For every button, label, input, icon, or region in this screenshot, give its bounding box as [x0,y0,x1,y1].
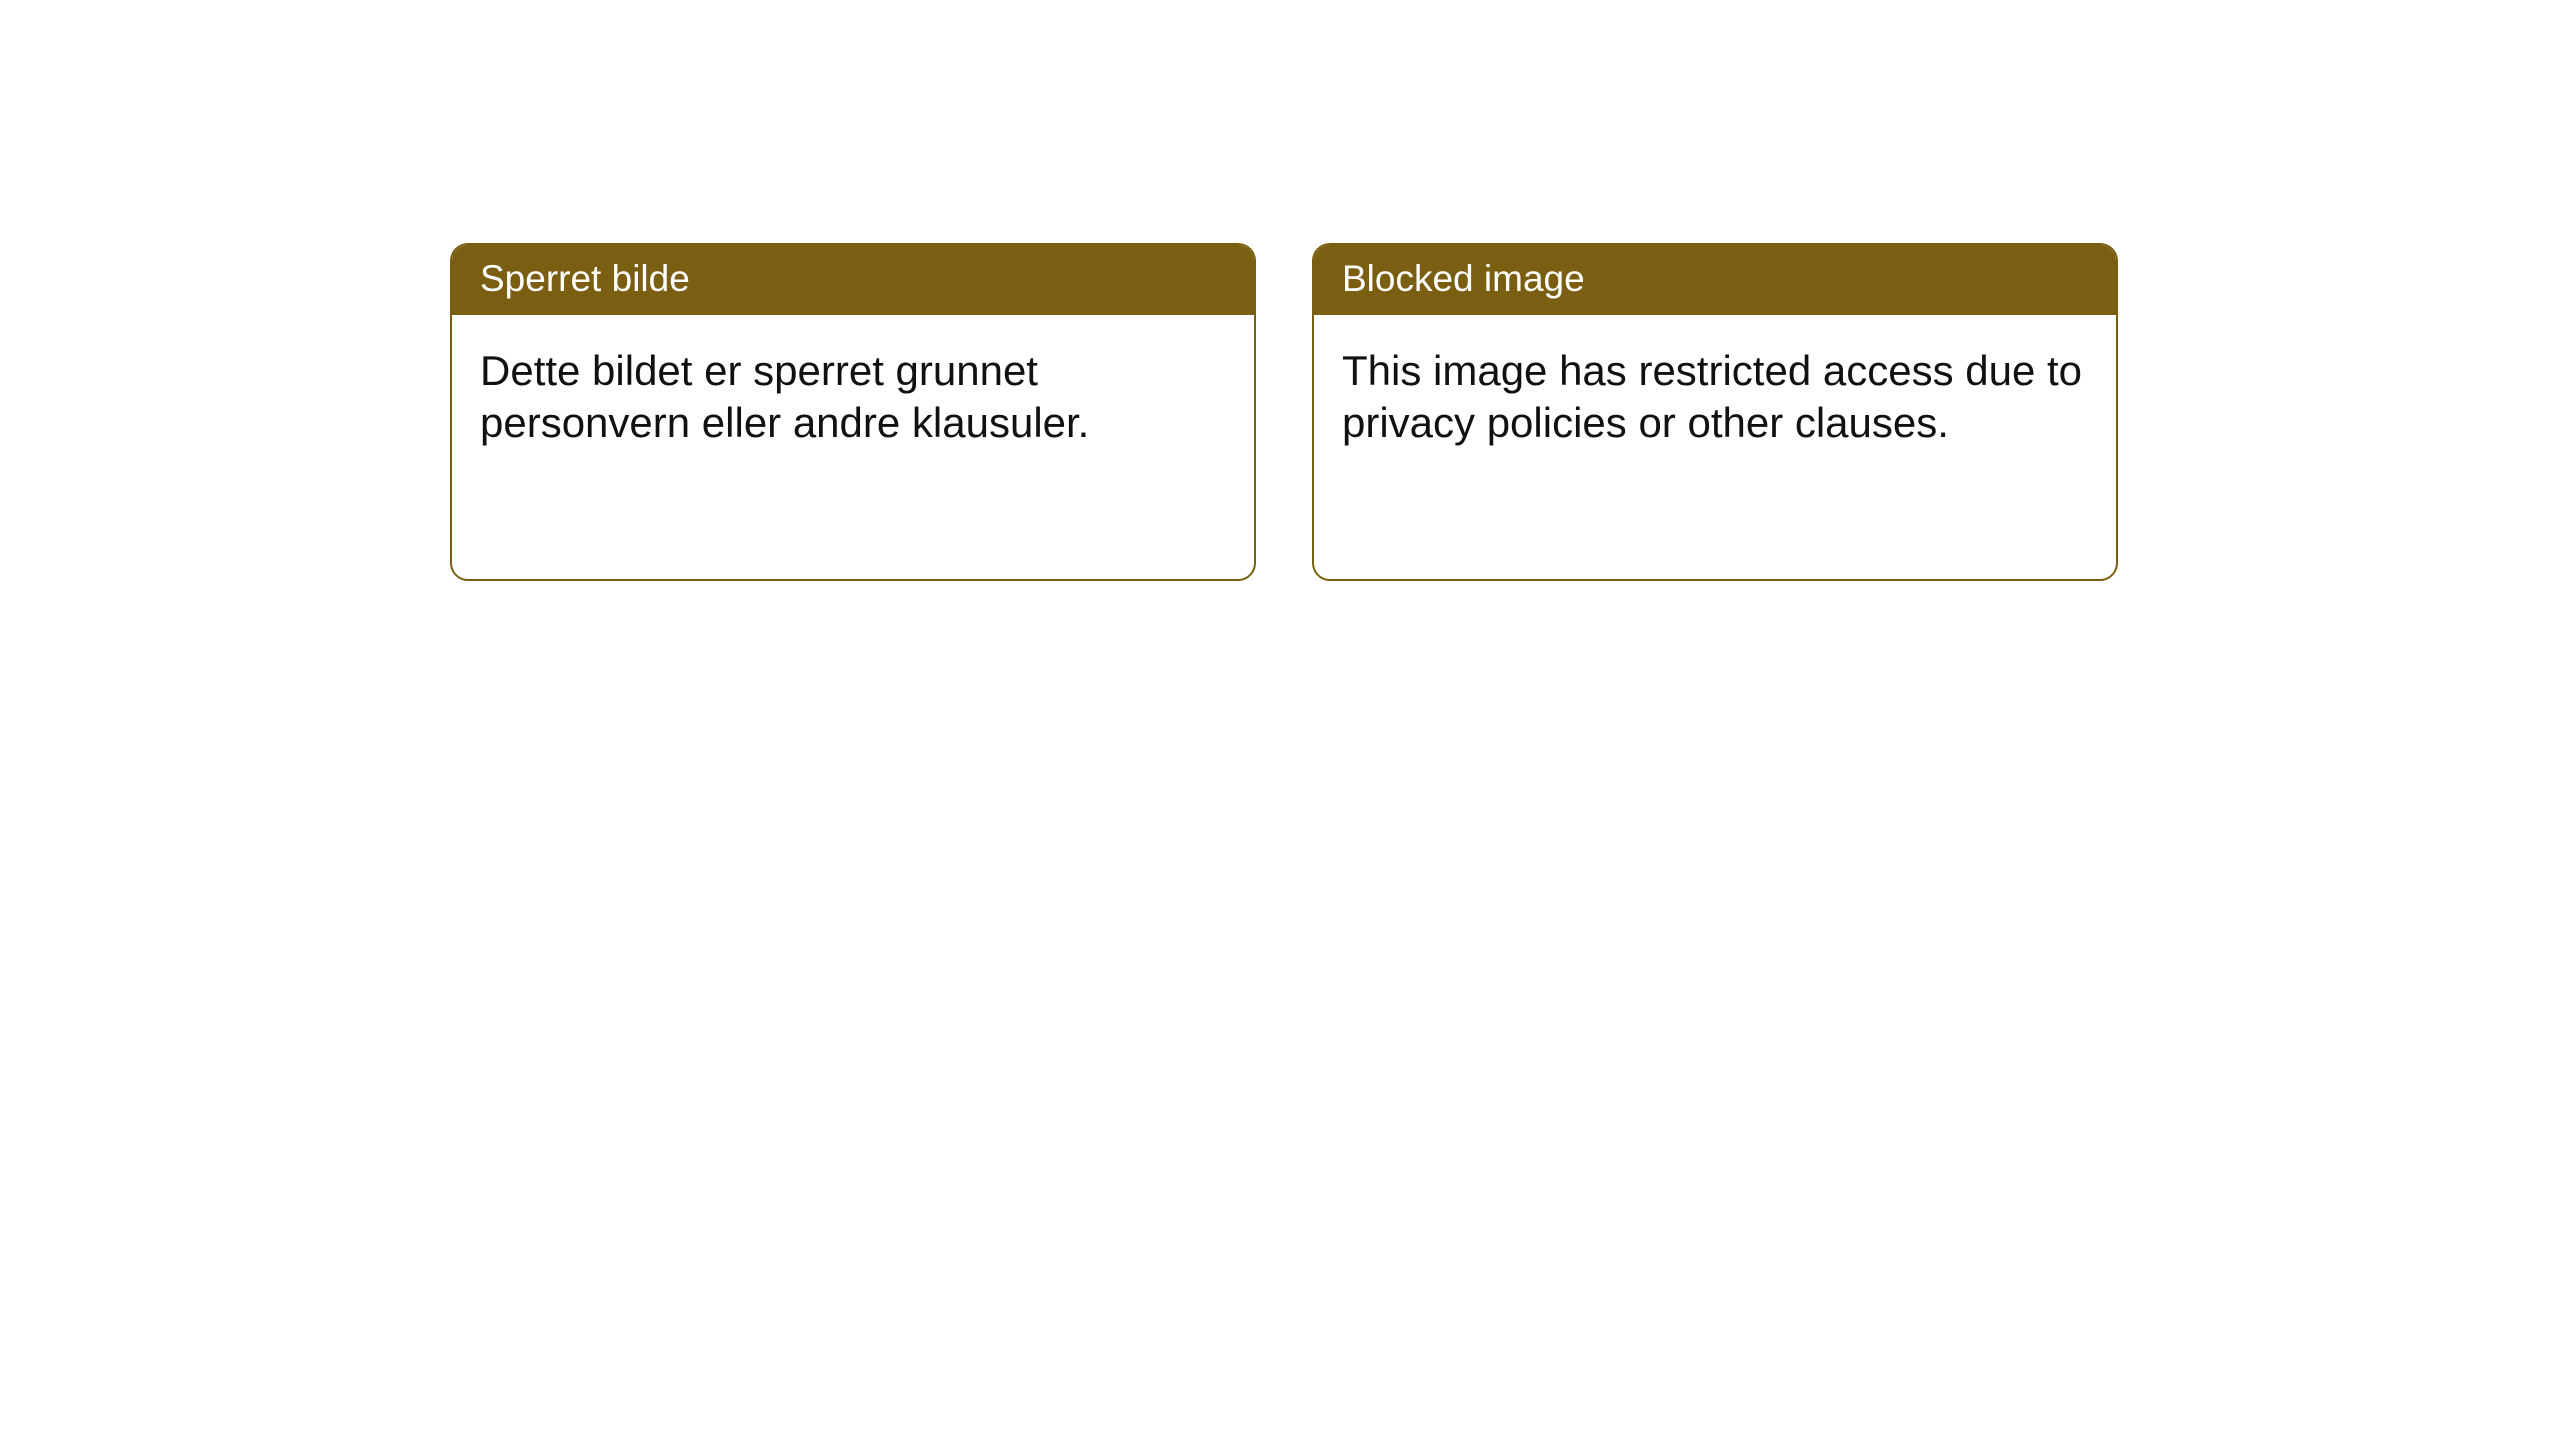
card-title-no: Sperret bilde [452,245,1254,315]
blocked-image-card-no: Sperret bilde Dette bildet er sperret gr… [450,243,1256,581]
blocked-image-card-en: Blocked image This image has restricted … [1312,243,2118,581]
card-body-en: This image has restricted access due to … [1314,315,2116,474]
card-title-en: Blocked image [1314,245,2116,315]
card-body-no: Dette bildet er sperret grunnet personve… [452,315,1254,474]
notice-cards-row: Sperret bilde Dette bildet er sperret gr… [0,0,2560,581]
